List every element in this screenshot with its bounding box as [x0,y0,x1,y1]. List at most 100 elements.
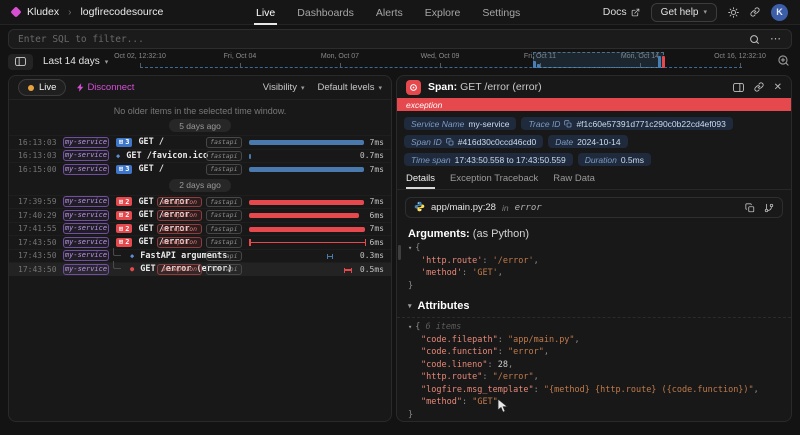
nav-tab-explore[interactable]: Explore [424,6,461,19]
trace-timestamp: 17:43:50 [18,251,57,261]
git-branch-icon[interactable] [764,203,774,213]
copy-path-icon[interactable] [745,202,755,213]
timeline-selection-window[interactable] [533,52,664,68]
trace-row[interactable]: 17:39:59 my-service ⊞ 2 GET /error exception f… [9,194,391,209]
meta-value: 17:43:50.558 to 17:43:50.559 [454,154,566,165]
tab-raw-data[interactable]: Raw Data [553,173,595,184]
more-options-icon[interactable]: ⋯ [770,33,782,45]
collapse-chevron-icon[interactable]: ▾ [408,303,412,310]
duration-label: 0.3ms [359,251,384,261]
sidebar-toggle-icon[interactable] [8,53,33,70]
trace-row[interactable]: 17:41:55 my-service ⊞ 2 GET /error exception f… [9,221,391,236]
copy-link-icon[interactable] [754,82,764,92]
panel-scrollbar-thumb[interactable] [398,245,401,260]
duration-bar-zone [249,236,369,249]
timeline-tickmark [140,63,141,67]
span-tags: fastapi [205,150,242,161]
trace-row[interactable]: 16:13:03 my-service ◆ GET /favicon.ico fasta… [9,148,391,163]
theme-toggle-icon[interactable] [728,6,739,18]
span-tags: exception fastapi [157,196,242,207]
live-toggle[interactable]: Live [18,79,67,96]
docs-link[interactable]: Docs [603,6,640,18]
user-avatar[interactable]: K [771,3,788,21]
nav-tab-alerts[interactable]: Alerts [375,6,403,19]
trace-row[interactable]: 17:43:50 my-service ◆ FastAPI arguments fast… [9,247,391,263]
children-count-badge[interactable]: ⊞ 2 [116,237,133,247]
nav-tab-settings[interactable]: Settings [482,6,521,19]
project-name[interactable]: logfirecodesource [80,6,164,18]
source-function: error [514,202,542,213]
span-name: GET /error [138,223,190,234]
tab-exception-traceback[interactable]: Exception Traceback [450,173,539,184]
breadcrumb: Kludex › logfirecodesource [10,6,164,18]
duration-bar-zone [249,263,369,276]
dock-panel-icon[interactable] [732,82,744,92]
disconnect-button[interactable]: Disconnect [77,82,134,93]
duration-bar-zone [249,136,369,149]
code-token: "GET" [472,397,498,407]
trace-row[interactable]: 17:40:29 my-service ⊞ 2 GET /error exception f… [9,208,391,222]
duration-bar [249,199,364,205]
code-token: "logfire.msg_template" [421,384,534,395]
trace-row[interactable]: 17:43:50 my-service ⊞ 2 GET /error exception f… [9,235,391,249]
tab-details[interactable]: Details [406,173,436,189]
span-marker: ⊞ 3 [116,164,133,174]
children-count-badge[interactable]: ⊞ 2 [116,197,133,207]
share-link-icon[interactable] [750,7,760,17]
trace-row[interactable]: 16:13:03 my-service ⊞ 3 GET / fastapi 7ms [9,135,391,149]
children-count-badge[interactable]: ⊞ 2 [116,224,133,234]
arguments-code-block: ▾{'http.route': '/error','method': 'GET'… [397,242,791,292]
source-location-box[interactable]: app/main.py:28 in error [405,197,783,218]
levels-dropdown[interactable]: Default levels ▾ [317,82,382,93]
duration-bar [249,153,251,159]
span-marker: ⊞ 2 [116,237,133,247]
children-count: 2 [125,211,130,220]
nav-tab-dashboards[interactable]: Dashboards [297,6,354,19]
children-count-badge[interactable]: ⊞ 3 [116,164,133,174]
meta-label: Trace ID [528,118,561,129]
get-help-button[interactable]: Get help ▾ [650,2,717,22]
duration-label: 0.7ms [359,151,384,161]
close-icon[interactable]: ✕ [773,81,782,93]
timeline-tickmark [240,63,241,67]
collapse-chevron-icon[interactable]: ▾ [408,323,413,331]
attributes-code-block: ▾{ 6 items "code.filepath": "app/main.py"… [397,321,791,421]
zoom-in-icon[interactable] [777,54,790,72]
trace-timestamp: 17:41:55 [18,224,57,234]
attributes-heading: ▾ Attributes [397,292,791,314]
children-count-badge[interactable]: ⊞ 3 [116,137,133,147]
code-token: , [508,359,514,370]
time-divider: 5 days ago [169,119,231,132]
code-token: 'method' [421,268,462,278]
tag-exception: exception [157,223,202,234]
tag-fastapi: fastapi [205,223,242,234]
search-icon[interactable] [749,34,760,45]
service-tag: my-service [63,136,109,148]
visibility-dropdown[interactable]: Visibility ▾ [263,82,305,93]
trace-row[interactable]: 17:43:50 my-service ● GET /error (error) exc… [9,261,391,276]
time-range-selector[interactable]: Last 14 days ▾ [43,56,108,67]
org-name[interactable]: Kludex [27,6,60,18]
copy-icon[interactable] [564,119,572,128]
code-close-line: } [408,280,780,293]
bar-cap [364,239,366,246]
service-tag: my-service [63,263,109,275]
span-marker: ⊞ 3 [116,137,133,147]
span-tags: exception fastapi [157,210,242,221]
duration-bar [249,213,359,218]
nav-tab-live[interactable]: Live [253,0,278,25]
meta-date: Date 2024-10-14 [548,135,628,148]
span-meta-pills: Service Name my-service Trace ID #f1c60e573… [397,111,791,171]
trace-row[interactable]: 16:15:00 my-service ⊞ 3 GET / fastapi 7ms [9,162,391,176]
children-count-badge[interactable]: ⊞ 2 [116,210,133,220]
service-tag: my-service [63,223,109,235]
code-line: 'method': 'GET', [408,267,780,280]
nav-right: Docs Get help ▾ K [603,2,788,22]
copy-icon[interactable] [445,137,454,146]
collapse-chevron-icon[interactable]: ▾ [408,244,413,252]
section-divider [397,317,791,318]
sql-filter-input[interactable] [18,33,749,45]
expand-icon: ⊞ [119,197,124,206]
timeline-tick-label: Fri, Oct 04 [223,53,257,60]
